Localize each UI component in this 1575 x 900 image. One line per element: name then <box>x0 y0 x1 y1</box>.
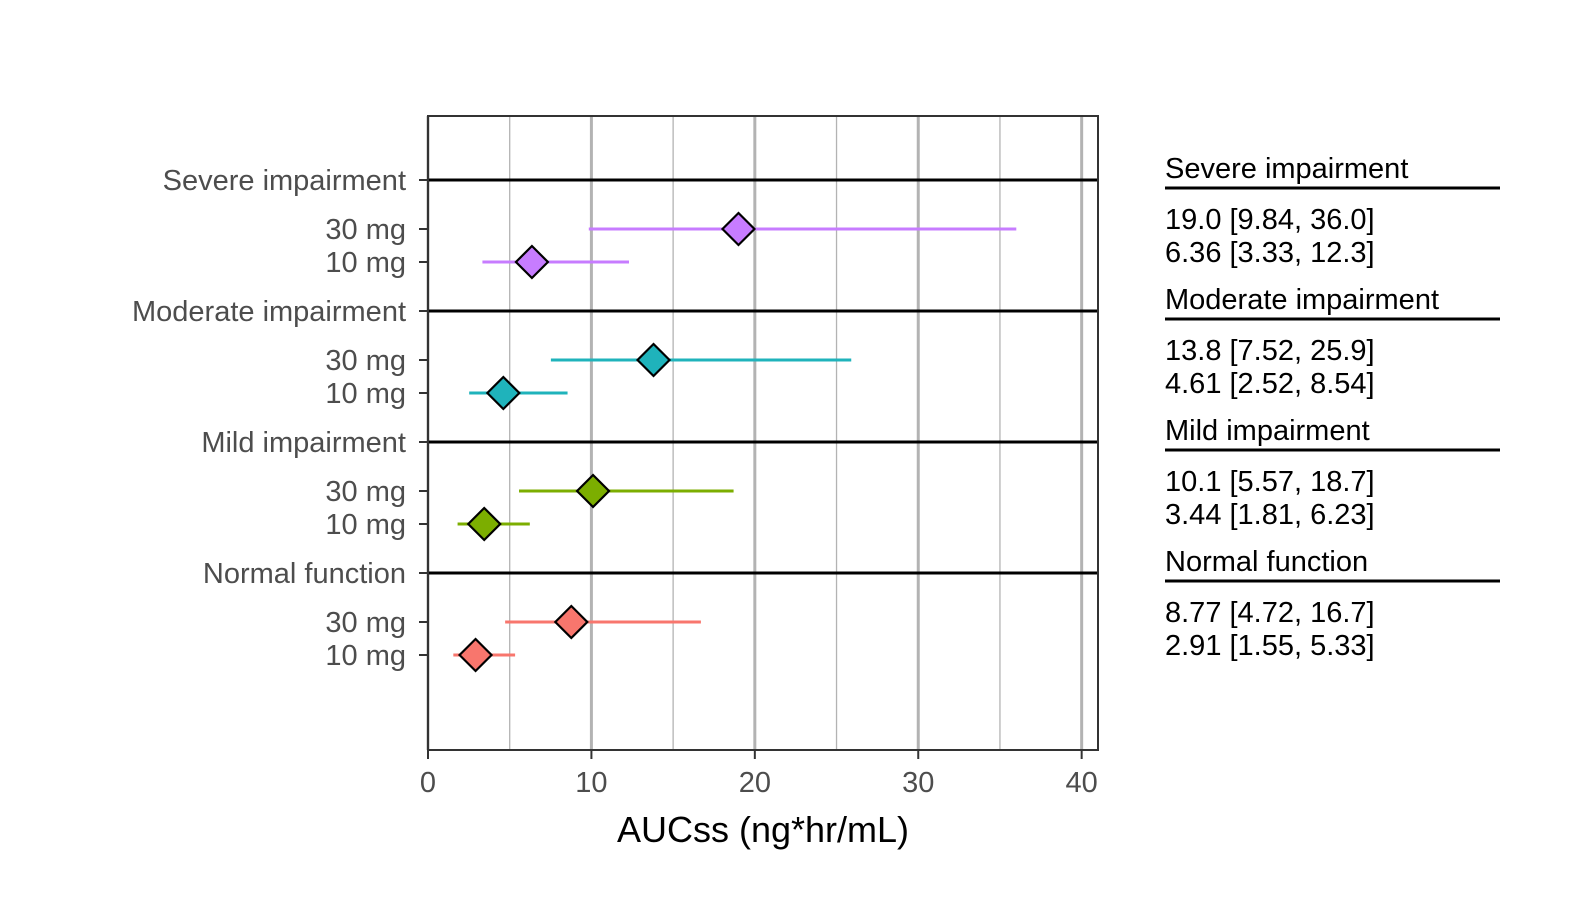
x-tick-label: 20 <box>739 767 771 799</box>
dose-label: 10 mg <box>325 509 406 541</box>
dose-label: 30 mg <box>325 214 406 246</box>
estimate-diamond <box>457 637 494 673</box>
table-row-value: 19.0 [9.84, 36.0] <box>1165 204 1375 236</box>
dose-label: 30 mg <box>325 476 406 508</box>
x-axis-title: AUCss (ng*hr/mL) <box>617 809 909 850</box>
group-label: Severe impairment <box>163 165 406 197</box>
group-reference-lines <box>428 178 1098 575</box>
dose-label: 30 mg <box>325 607 406 639</box>
x-axis: 0 10 20 30 40 <box>420 750 1098 799</box>
table-group-header: Moderate impairment <box>1165 284 1439 316</box>
table-row-value: 4.61 [2.52, 8.54] <box>1165 368 1375 400</box>
estimate-diamond <box>514 244 550 280</box>
estimate-diamond <box>466 506 502 542</box>
table-row-value: 8.77 [4.72, 16.7] <box>1165 597 1375 629</box>
table-row-value: 3.44 [1.81, 6.23] <box>1165 499 1375 531</box>
table-row-value: 13.8 [7.52, 25.9] <box>1165 335 1375 367</box>
estimate-diamond <box>635 342 672 378</box>
grid-lines <box>426 116 1084 750</box>
group-label: Mild impairment <box>201 427 406 459</box>
point-estimates <box>457 211 757 673</box>
estimate-diamond <box>575 473 611 509</box>
table-row-value: 2.91 [1.55, 5.33] <box>1165 630 1375 662</box>
plot-panel-border <box>427 115 1099 751</box>
dose-label: 10 mg <box>325 640 406 672</box>
x-tick-label: 40 <box>1066 767 1098 799</box>
table-row-value: 6.36 [3.33, 12.3] <box>1165 237 1375 269</box>
estimate-diamond <box>553 604 589 640</box>
group-label: Normal function <box>203 558 406 590</box>
x-tick-label: 30 <box>902 767 934 799</box>
table-group-header: Severe impairment <box>1165 153 1408 185</box>
table-group-header: Mild impairment <box>1165 415 1370 447</box>
table-row-value: 10.1 [5.57, 18.7] <box>1165 466 1375 498</box>
dose-label: 10 mg <box>325 378 406 410</box>
estimate-table: Severe impairment 19.0 [9.84, 36.0]6.36 [… <box>1165 153 1500 662</box>
group-label: Moderate impairment <box>132 296 406 328</box>
table-group-header: Normal function <box>1165 546 1368 578</box>
dose-label: 10 mg <box>325 247 406 279</box>
x-tick-label: 0 <box>420 767 436 799</box>
estimate-diamond <box>485 375 521 411</box>
x-tick-label: 10 <box>575 767 607 799</box>
estimate-diamond <box>720 211 757 247</box>
dose-label: 30 mg <box>325 345 406 377</box>
